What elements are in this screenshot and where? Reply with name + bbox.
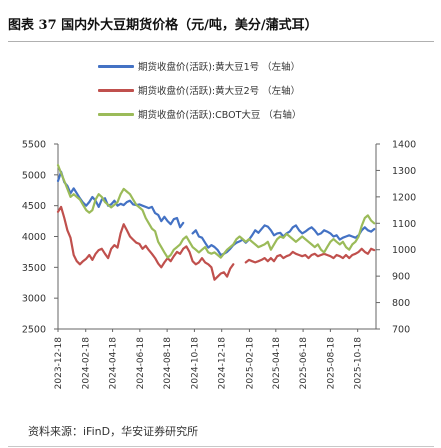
right-tick-label: 700 bbox=[392, 325, 410, 336]
legend-swatch-cbot bbox=[98, 112, 134, 116]
x-tick-label: 2025-02-18 bbox=[245, 337, 255, 390]
legend-swatch-soy1 bbox=[98, 64, 134, 68]
legend-item-soy2: 期货收盘价(活跃):黄大豆2号 （左轴） bbox=[98, 78, 301, 102]
x-tick-label: 2024-02-18 bbox=[82, 337, 92, 390]
left-tick-label: 3500 bbox=[22, 263, 46, 274]
left-tick-label: 5500 bbox=[22, 140, 46, 151]
right-tick-label: 1400 bbox=[392, 140, 416, 151]
source-divider bbox=[8, 446, 434, 447]
x-tick-label: 2024-12-18 bbox=[218, 337, 228, 390]
x-tick-label: 2024-06-18 bbox=[136, 337, 146, 390]
left-tick-label: 4500 bbox=[22, 201, 46, 212]
series-line-soy1 bbox=[56, 170, 376, 257]
left-tick-label: 4000 bbox=[22, 232, 46, 243]
x-tick-label: 2025-04-18 bbox=[272, 337, 282, 390]
left-tick-label: 2500 bbox=[22, 325, 46, 336]
right-tick-label: 1300 bbox=[392, 166, 416, 177]
legend-item-cbot: 期货收盘价(活跃):CBOT大豆 （右轴） bbox=[98, 102, 301, 126]
x-tick-label: 2025-06-18 bbox=[299, 337, 309, 390]
right-tick-label: 1200 bbox=[392, 192, 416, 203]
legend-label-cbot: 期货收盘价(活跃):CBOT大豆 （右轴） bbox=[138, 110, 302, 121]
right-tick-label: 1000 bbox=[392, 245, 416, 256]
x-tick-label: 2025-08-18 bbox=[326, 337, 336, 390]
x-tick-label: 2025-10-18 bbox=[354, 337, 364, 390]
x-tick-label: 2024-10-18 bbox=[190, 337, 200, 390]
legend-swatch-soy2 bbox=[98, 88, 134, 92]
x-tick-label: 2024-04-18 bbox=[109, 337, 119, 390]
left-tick-label: 5000 bbox=[22, 170, 46, 181]
left-tick-label: 3000 bbox=[22, 294, 46, 305]
x-tick-label: 2023-12-18 bbox=[54, 337, 64, 390]
right-tick-label: 1100 bbox=[392, 219, 416, 230]
chart-legend: 期货收盘价(活跃):黄大豆1号 （左轴） 期货收盘价(活跃):黄大豆2号 （左轴… bbox=[98, 54, 301, 126]
source-note: 资料来源：iFinD，华安证券研究所 bbox=[28, 425, 199, 438]
series-line-cbot bbox=[56, 164, 376, 259]
right-tick-label: 800 bbox=[392, 298, 410, 309]
legend-label-soy1: 期货收盘价(活跃):黄大豆1号 （左轴） bbox=[138, 62, 301, 73]
right-tick-label: 900 bbox=[392, 272, 410, 283]
page-title: 图表 37 国内外大豆期货价格（元/吨，美分/蒲式耳） bbox=[8, 18, 318, 33]
title-divider bbox=[8, 41, 434, 42]
series-line-soy2 bbox=[56, 205, 376, 281]
legend-item-soy1: 期货收盘价(活跃):黄大豆1号 （左轴） bbox=[98, 54, 301, 78]
x-tick-label: 2024-08-18 bbox=[163, 337, 173, 390]
legend-label-soy2: 期货收盘价(活跃):黄大豆2号 （左轴） bbox=[138, 86, 301, 97]
